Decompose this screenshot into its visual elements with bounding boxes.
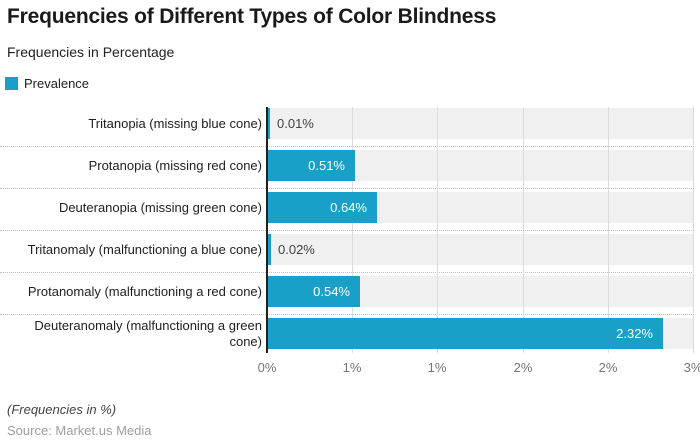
y-axis-line: [266, 107, 268, 353]
bar-value-label: 0.01%: [277, 116, 314, 131]
legend-label: Prevalence: [24, 76, 90, 91]
row-separator: [0, 230, 694, 231]
x-tick-label: 2%: [598, 360, 618, 375]
gridline: [352, 107, 353, 353]
row-separator: [0, 146, 694, 147]
gridline: [693, 107, 694, 353]
gridline: [437, 107, 438, 353]
bar: [268, 192, 377, 223]
x-tick-label: 3%: [683, 360, 700, 375]
bar: [268, 318, 663, 349]
row-separator: [0, 188, 694, 189]
chart-subtitle: Frequencies in Percentage: [7, 44, 175, 60]
x-tick-label: 1%: [427, 360, 447, 375]
row-track: [268, 234, 694, 265]
category-label: Tritanomaly (malfunctioning a blue cone): [27, 241, 262, 257]
source-text: Source: Market.us Media: [7, 423, 152, 438]
category-label: Deuteranomaly (malfunctioning a green co…: [34, 317, 262, 349]
row-separator: [0, 272, 694, 273]
category-label: Tritanopia (missing blue cone): [88, 115, 262, 131]
x-tick-label: 2%: [513, 360, 533, 375]
bar-value-label: 0.64%: [330, 200, 367, 215]
x-tick-label: 0%: [257, 360, 277, 375]
row-separator: [0, 314, 694, 315]
category-label: Deuteranopia (missing green cone): [58, 199, 262, 215]
bar-value-label: 0.54%: [313, 284, 350, 299]
bar-value-label: 0.02%: [278, 242, 315, 257]
legend: Prevalence: [5, 76, 89, 91]
category-label: Protanopia (missing red cone): [88, 157, 262, 173]
row-track: [268, 108, 694, 139]
bar-value-label: 2.32%: [616, 326, 653, 341]
bar: [268, 276, 360, 307]
chart-title: Frequencies of Different Types of Color …: [7, 5, 497, 28]
x-tick-label: 1%: [342, 360, 362, 375]
chart-footnote: (Frequencies in %): [7, 402, 117, 417]
legend-swatch-icon: [5, 77, 18, 90]
bar: [268, 150, 355, 181]
bar-value-label: 0.51%: [308, 158, 345, 173]
category-label: Protanomaly (malfunctioning a red cone): [27, 283, 262, 299]
bar: [268, 234, 271, 265]
bar: [268, 108, 270, 139]
gridline: [523, 107, 524, 353]
gridline: [608, 107, 609, 353]
